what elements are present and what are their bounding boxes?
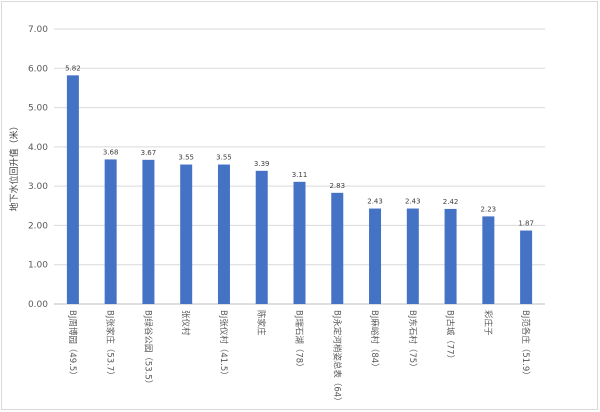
data-label: 2.23 bbox=[481, 205, 497, 213]
bar bbox=[255, 170, 268, 304]
y-axis-ticks: 0.00 1.00 2.00 3.00 4.00 5.00 6.00 7.00 bbox=[28, 25, 48, 310]
data-label: 2.42 bbox=[443, 198, 459, 206]
category-label: BJ范各庄（51.9） bbox=[520, 310, 531, 380]
bars bbox=[66, 75, 533, 304]
category-label: 张仪村 bbox=[180, 310, 191, 336]
bar bbox=[293, 181, 306, 304]
category-label: BJ绿谷公园（53.5） bbox=[142, 310, 153, 388]
bar bbox=[217, 164, 230, 304]
y-tick-label: 3.00 bbox=[28, 182, 48, 192]
bar bbox=[406, 208, 419, 304]
gridlines bbox=[54, 28, 545, 305]
y-tick-label: 2.00 bbox=[28, 221, 48, 231]
bar bbox=[104, 159, 117, 304]
bar bbox=[369, 208, 382, 304]
data-label: 5.82 bbox=[65, 64, 81, 72]
bar bbox=[331, 192, 344, 304]
data-label: 3.39 bbox=[254, 160, 270, 168]
y-tick-label: 7.00 bbox=[28, 25, 48, 35]
data-label: 2.43 bbox=[405, 198, 421, 206]
category-label: BJ麻峪村（84） bbox=[369, 310, 380, 372]
y-tick-label: 0.00 bbox=[28, 300, 48, 310]
category-label: 陈家庄 bbox=[256, 310, 267, 336]
bar bbox=[520, 230, 533, 304]
bar bbox=[180, 164, 193, 304]
category-label: BJ张仪村（41.5） bbox=[218, 310, 229, 380]
category-label: BJ瑞石湖（78） bbox=[294, 310, 305, 372]
data-label: 3.67 bbox=[141, 149, 157, 157]
bar bbox=[66, 75, 79, 304]
category-label: 彩庄子 bbox=[482, 310, 493, 336]
data-label: 2.43 bbox=[367, 198, 383, 206]
bar bbox=[444, 208, 457, 304]
y-tick-label: 6.00 bbox=[28, 64, 48, 74]
y-tick-label: 1.00 bbox=[28, 261, 48, 271]
data-label: 3.68 bbox=[103, 148, 119, 156]
x-axis-categories: BJ周博园（49.5） BJ张家庄（53.7） BJ绿谷公园（53.5） 张仪村 BJ张… bbox=[67, 310, 531, 406]
data-labels: 5.82 3.68 3.67 3.55 3.55 3.39 3.11 2.83 2.43 2.43… bbox=[65, 64, 534, 227]
category-label: BJ东石村（75） bbox=[407, 310, 418, 372]
y-axis-title: 地下水位回升值（米） bbox=[8, 121, 20, 211]
bar bbox=[142, 159, 155, 304]
data-label: 2.83 bbox=[329, 182, 345, 190]
category-label: BJ周博园（49.5） bbox=[67, 310, 78, 380]
data-label: 3.55 bbox=[216, 154, 232, 162]
category-label: BJ古城（77） bbox=[445, 310, 456, 363]
y-tick-label: 4.00 bbox=[28, 143, 48, 153]
data-label: 1.87 bbox=[518, 220, 534, 228]
category-label: BJ永定河梢姿总表（64） bbox=[331, 310, 342, 406]
data-label: 3.55 bbox=[178, 154, 194, 162]
y-tick-label: 5.00 bbox=[28, 104, 48, 114]
bar bbox=[482, 216, 495, 304]
data-label: 3.11 bbox=[292, 171, 308, 179]
category-label: BJ张家庄（53.7） bbox=[105, 310, 116, 380]
